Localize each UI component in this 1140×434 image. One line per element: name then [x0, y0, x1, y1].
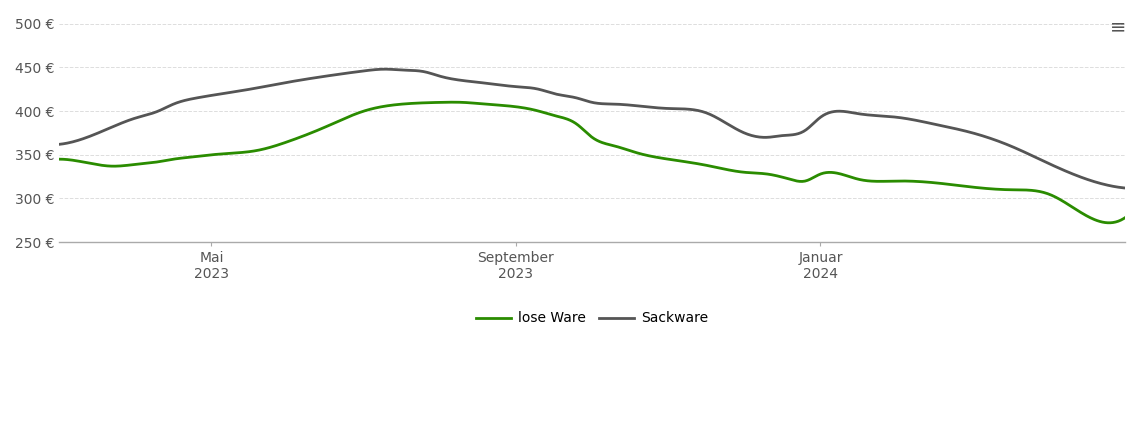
Legend: lose Ware, Sackware: lose Ware, Sackware	[471, 306, 714, 331]
lose Ware	[862, 178, 876, 184]
Line: Sackware: Sackware	[59, 69, 1125, 188]
lose Ware	[673, 158, 686, 164]
lose Ware	[733, 169, 747, 174]
Sackware	[1118, 185, 1132, 191]
lose Ware	[701, 163, 715, 168]
Text: ≡: ≡	[1110, 17, 1126, 36]
lose Ware	[117, 163, 131, 168]
Sackware	[733, 128, 747, 133]
Sackware	[117, 119, 131, 125]
Line: lose Ware: lose Ware	[59, 102, 1125, 223]
Sackware	[377, 66, 391, 72]
lose Ware	[1118, 215, 1132, 220]
Sackware	[673, 106, 686, 112]
lose Ware	[1102, 220, 1116, 225]
Sackware	[701, 111, 715, 116]
lose Ware	[971, 185, 985, 191]
Sackware	[52, 142, 66, 147]
Sackware	[971, 132, 985, 137]
Sackware	[862, 112, 876, 118]
lose Ware	[446, 99, 459, 105]
lose Ware	[52, 157, 66, 162]
